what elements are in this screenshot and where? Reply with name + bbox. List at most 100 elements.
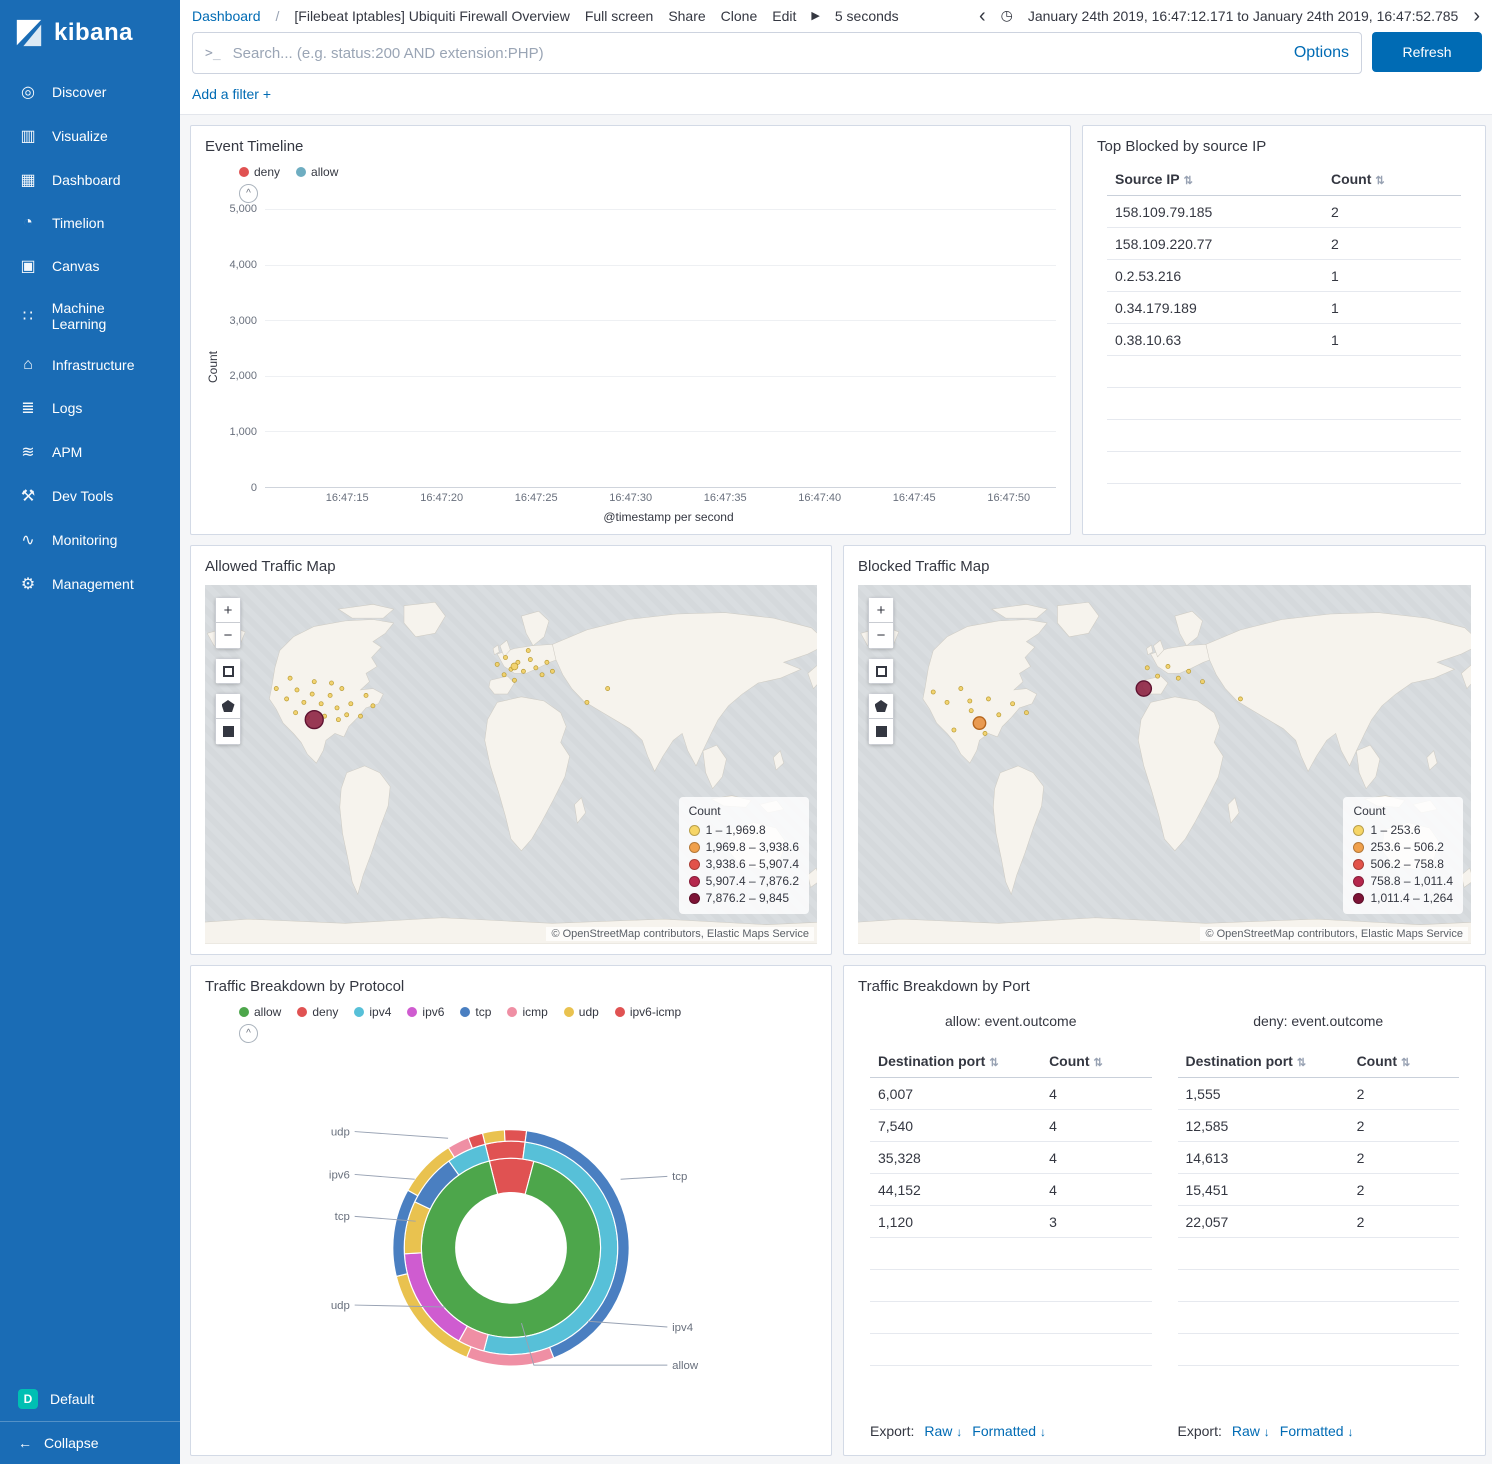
legend-item-deny[interactable]: deny bbox=[297, 1005, 338, 1019]
column-header-count[interactable]: Count ⇅ bbox=[1322, 163, 1461, 196]
traffic-marker bbox=[363, 693, 369, 698]
sidebar-item-dashboard[interactable]: ▦ Dashboard bbox=[0, 158, 180, 202]
y-tick-label: 4,000 bbox=[229, 258, 257, 271]
legend-item-allow[interactable]: allow bbox=[296, 165, 338, 179]
sunburst-segment-ipv6-icmp[interactable] bbox=[503, 1129, 528, 1143]
sidebar-item-apm[interactable]: ≋ APM bbox=[0, 430, 180, 474]
rectangle-draw-button[interactable] bbox=[215, 719, 241, 745]
sidebar-item-dev-tools[interactable]: ⚒ Dev Tools bbox=[0, 474, 180, 518]
traffic-marker bbox=[329, 680, 334, 686]
column-header-destination-port[interactable]: Destination port ⇅ bbox=[870, 1045, 1042, 1078]
traffic-marker bbox=[930, 689, 936, 695]
export-formatted-link[interactable]: Formatted ↓ bbox=[972, 1423, 1046, 1439]
sidebar-item-visualize[interactable]: ▥ Visualize bbox=[0, 114, 180, 158]
sidebar-item-discover[interactable]: ◎ Discover bbox=[0, 70, 180, 114]
legend-item-udp[interactable]: udp bbox=[563, 1005, 599, 1019]
legend-item-ipv4[interactable]: ipv4 bbox=[354, 1005, 391, 1019]
space-selector[interactable]: D Default bbox=[0, 1377, 180, 1421]
table-cell: 0.2.53.216 bbox=[1107, 259, 1323, 292]
options-link[interactable]: Options bbox=[1293, 44, 1349, 61]
sunburst-segment-ipv6-icmp[interactable] bbox=[467, 1132, 486, 1150]
sidebar-item-timelion[interactable]: ◔ Timelion bbox=[0, 202, 180, 244]
empty-row bbox=[870, 1237, 1152, 1270]
table-cell: 14,613 bbox=[1177, 1141, 1349, 1174]
legend-item-deny[interactable]: deny bbox=[239, 165, 280, 179]
breadcrumb-dashboard-link[interactable]: Dashboard bbox=[192, 7, 261, 24]
column-header-count[interactable]: Count ⇅ bbox=[1348, 1045, 1459, 1078]
zoom-out-button[interactable]: − bbox=[215, 623, 241, 649]
zoom-in-button[interactable]: + bbox=[215, 597, 241, 623]
collapse-button[interactable]: ← Collapse bbox=[0, 1421, 180, 1464]
traffic-marker bbox=[1155, 673, 1161, 679]
time-range[interactable]: January 24th 2019, 16:47:12.171 to Janua… bbox=[1027, 7, 1459, 24]
search-input[interactable] bbox=[230, 43, 1284, 63]
allowed-traffic-map[interactable]: + − Count 1 – 1,969.8 1,969.8 – 3,938.6 3,938… bbox=[205, 585, 817, 944]
kibana-logo[interactable]: kibana bbox=[0, 0, 180, 70]
sidebar-item-label: Visualize bbox=[52, 128, 108, 144]
legend-dot bbox=[297, 1007, 308, 1017]
legend-label: ipv6-icmp bbox=[629, 1005, 682, 1019]
traffic-marker bbox=[273, 686, 279, 691]
rectangle-draw-button[interactable] bbox=[868, 719, 894, 745]
time-forward-icon[interactable]: › bbox=[1473, 4, 1480, 27]
legend-item-icmp[interactable]: icmp bbox=[507, 1005, 548, 1019]
dev-tools-icon: ⚒ bbox=[20, 488, 36, 505]
legend-dot bbox=[614, 1007, 625, 1017]
sort-icon: ⇅ bbox=[1183, 175, 1193, 187]
legend-item-tcp[interactable]: tcp bbox=[460, 1005, 491, 1019]
fit-bounds-button[interactable] bbox=[868, 658, 894, 684]
export-raw-link[interactable]: Raw ↓ bbox=[924, 1423, 963, 1439]
traffic-marker bbox=[996, 712, 1002, 718]
column-header-destination-port[interactable]: Destination port ⇅ bbox=[1177, 1045, 1349, 1078]
traffic-marker bbox=[370, 703, 376, 709]
fit-bounds-button[interactable] bbox=[215, 658, 241, 684]
column-header-source-ip[interactable]: Source IP ⇅ bbox=[1107, 163, 1323, 196]
empty-row bbox=[1177, 1333, 1459, 1366]
deny-ports-group: deny: event.outcome Destination port ⇅ Coun… bbox=[1177, 1005, 1459, 1443]
legend-toggle-icon[interactable]: ^ bbox=[239, 184, 258, 203]
polygon-draw-button[interactable] bbox=[215, 693, 241, 719]
menu-clone[interactable]: Clone bbox=[720, 7, 758, 24]
export-formatted-link[interactable]: Formatted ↓ bbox=[1279, 1423, 1354, 1439]
time-back-icon[interactable]: ‹ bbox=[978, 4, 986, 27]
menu-share[interactable]: Share bbox=[668, 7, 706, 24]
menu-edit[interactable]: Edit bbox=[772, 7, 797, 24]
sidebar-item-management[interactable]: ⚙ Management bbox=[0, 562, 180, 606]
legend-item-ipv6[interactable]: ipv6 bbox=[407, 1005, 444, 1019]
table-cell: 1,120 bbox=[870, 1205, 1042, 1238]
empty-row bbox=[870, 1269, 1152, 1302]
ports_allow-table: Destination port ⇅ Count ⇅ 6,007 4 7,540 4 35,32… bbox=[870, 1045, 1152, 1366]
table-cell: 1 bbox=[1322, 259, 1461, 292]
zoom-out-button[interactable]: − bbox=[868, 623, 894, 649]
sidebar-item-infrastructure[interactable]: ⌂ Infrastructure bbox=[0, 344, 180, 386]
table-row: 15,451 2 bbox=[1177, 1173, 1459, 1206]
blocked-traffic-map[interactable]: + − Count 1 – 253.6 253.6 – 506.2 506.2 – 758… bbox=[858, 585, 1471, 944]
zoom-in-button[interactable]: + bbox=[868, 597, 894, 623]
traffic-marker bbox=[982, 731, 988, 736]
allow-ports-group: allow: event.outcome Destination port ⇅ Cou… bbox=[870, 1005, 1152, 1443]
legend-item-allow[interactable]: allow bbox=[239, 1005, 281, 1019]
map-legend-item: 7,876.2 – 9,845 bbox=[688, 890, 799, 907]
polygon-draw-button[interactable] bbox=[868, 693, 894, 719]
column-header-count[interactable]: Count ⇅ bbox=[1041, 1045, 1152, 1078]
sidebar-item-logs[interactable]: ≣ Logs bbox=[0, 386, 180, 430]
refresh-interval[interactable]: 5 seconds bbox=[834, 7, 899, 24]
infrastructure-icon: ⌂ bbox=[23, 356, 33, 373]
sidebar-item-label: Discover bbox=[52, 84, 107, 100]
sidebar-item-machine-learning[interactable]: ∷ Machine Learning bbox=[0, 288, 180, 344]
legend-label: allow bbox=[311, 165, 339, 179]
y-tick-label: 1,000 bbox=[229, 426, 257, 439]
add-filter-link[interactable]: Add a filter + bbox=[192, 86, 271, 102]
sidebar-item-canvas[interactable]: ▣ Canvas bbox=[0, 244, 180, 288]
menu-full-screen[interactable]: Full screen bbox=[584, 7, 654, 24]
play-icon[interactable]: ▶ bbox=[811, 10, 820, 22]
export-raw-link[interactable]: Raw ↓ bbox=[1231, 1423, 1270, 1439]
filter-bar: Add a filter + bbox=[180, 84, 1492, 114]
map-controls: + − bbox=[215, 597, 241, 745]
sidebar-item-monitoring[interactable]: ∿ Monitoring bbox=[0, 518, 180, 562]
sunburst-segment-ipv6-icmp[interactable] bbox=[484, 1140, 526, 1162]
legend-toggle-icon[interactable]: ^ bbox=[239, 1024, 258, 1043]
x-tick-label: 16:47:35 bbox=[703, 492, 747, 504]
refresh-button[interactable]: Refresh bbox=[1372, 32, 1482, 72]
legend-item-ipv6-icmp[interactable]: ipv6-icmp bbox=[614, 1005, 682, 1019]
